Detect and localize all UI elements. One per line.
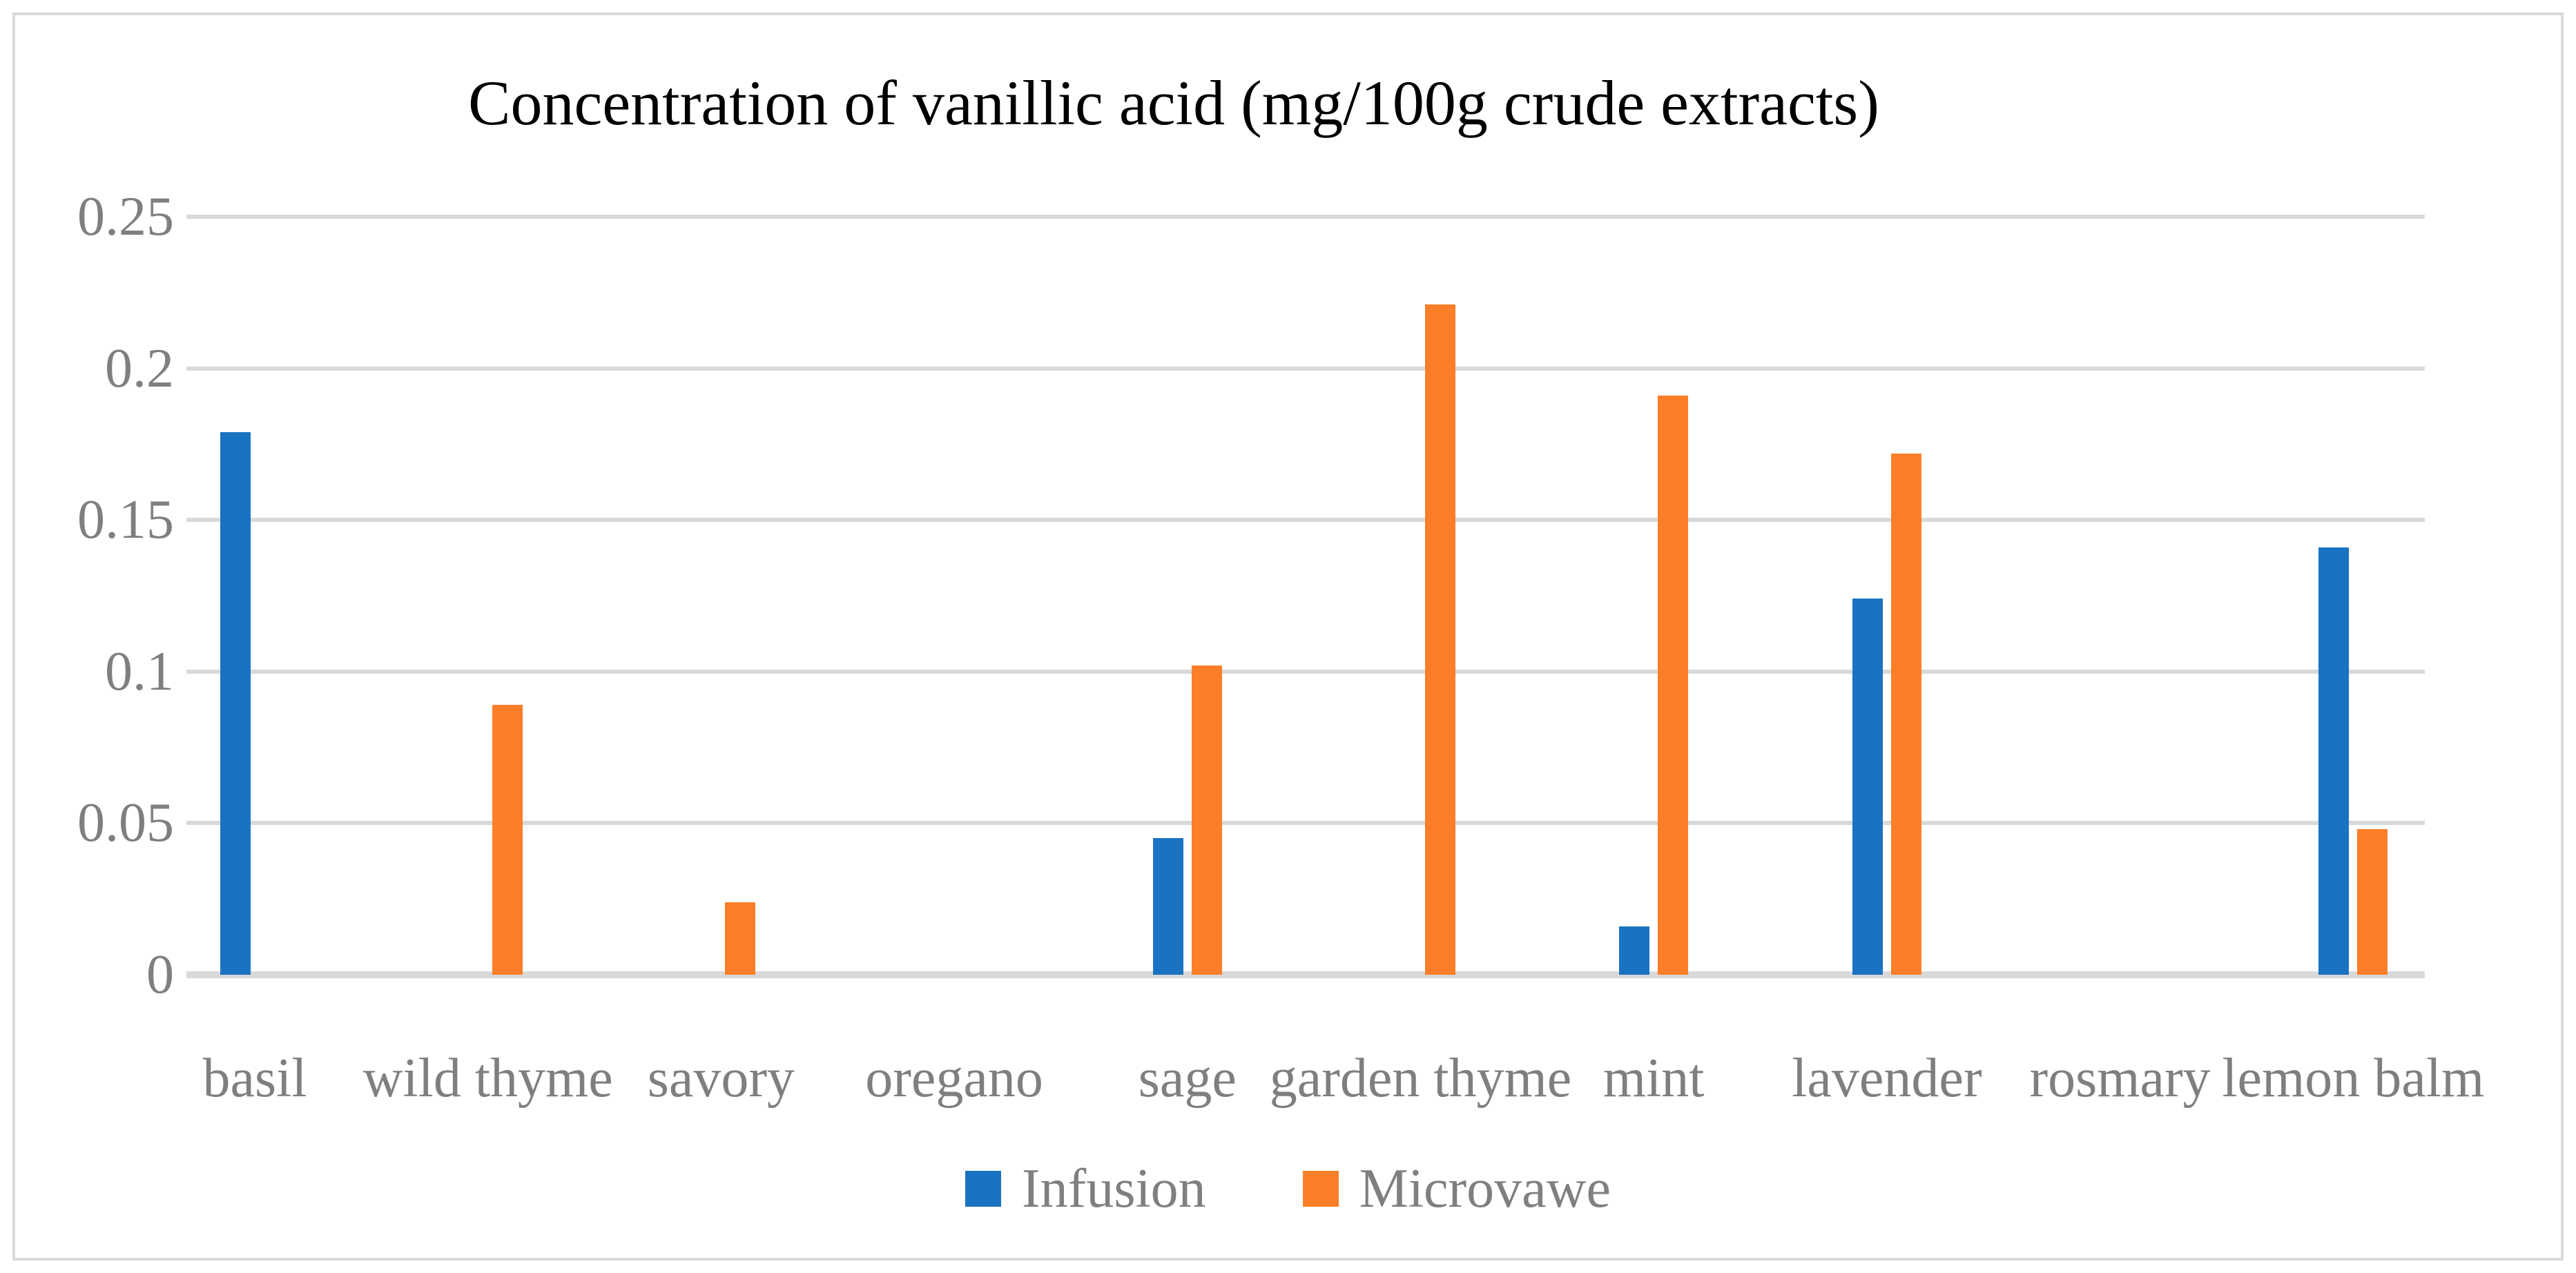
- x-axis-label-rosmary: rosmary: [2029, 1048, 2211, 1109]
- legend-item-microvawe: Microvawe: [1302, 1154, 1611, 1223]
- x-axis-baseline: [186, 971, 2425, 978]
- legend-item-infusion: Infusion: [965, 1154, 1206, 1223]
- bar-infusion-lavender: [1852, 599, 1883, 975]
- figure-border: [12, 12, 2564, 1261]
- bar-microvawe-wild-thyme: [492, 705, 523, 975]
- gridline: [186, 518, 2425, 523]
- legend-swatch-infusion: [965, 1171, 1002, 1207]
- x-axis-label-wild-thyme: wild thyme: [362, 1048, 613, 1109]
- y-axis-tick-label: 0.05: [77, 793, 174, 854]
- legend: Infusion Microvawe: [0, 1154, 2576, 1223]
- chart-title: Concentration of vanillic acid (mg/100g …: [468, 68, 1879, 138]
- legend-swatch-microvawe: [1302, 1171, 1339, 1207]
- x-axis-label-basil: basil: [202, 1048, 307, 1109]
- y-axis-tick-label: 0.2: [105, 338, 174, 399]
- x-axis-label-lemon-balm: lemon balm: [2222, 1048, 2485, 1109]
- bar-microvawe-lemon-balm: [2357, 829, 2388, 975]
- y-axis-tick-label: 0.1: [105, 641, 174, 702]
- x-axis-label-sage: sage: [1138, 1048, 1237, 1109]
- gridline: [186, 366, 2425, 371]
- bar-infusion-sage: [1152, 838, 1183, 975]
- y-axis-tick-label: 0.15: [77, 489, 174, 551]
- x-axis-label-savory: savory: [647, 1048, 795, 1109]
- x-axis-label-garden-thyme: garden thyme: [1269, 1048, 1572, 1109]
- bar-microvawe-savory: [725, 902, 756, 975]
- y-axis-tick-label: 0.25: [77, 186, 174, 247]
- x-axis-label-oregano: oregano: [865, 1048, 1043, 1109]
- bar-microvawe-mint: [1658, 396, 1689, 975]
- bar-infusion-basil: [220, 431, 251, 975]
- x-axis-label-mint: mint: [1602, 1048, 1705, 1109]
- bar-microvawe-garden-thyme: [1424, 304, 1455, 975]
- legend-label-microvawe: Microvawe: [1359, 1158, 1611, 1219]
- bar-microvawe-lavender: [1890, 453, 1921, 975]
- gridline: [186, 821, 2425, 826]
- bar-microvawe-sage: [1191, 665, 1222, 975]
- bar-infusion-mint: [1619, 926, 1650, 975]
- y-axis-tick-label: 0: [146, 944, 174, 1005]
- legend-label-infusion: Infusion: [1022, 1158, 1206, 1219]
- bar-infusion-lemon-balm: [2318, 547, 2350, 975]
- gridline: [186, 215, 2425, 219]
- gridline: [186, 669, 2425, 674]
- x-axis-label-lavender: lavender: [1792, 1048, 1982, 1109]
